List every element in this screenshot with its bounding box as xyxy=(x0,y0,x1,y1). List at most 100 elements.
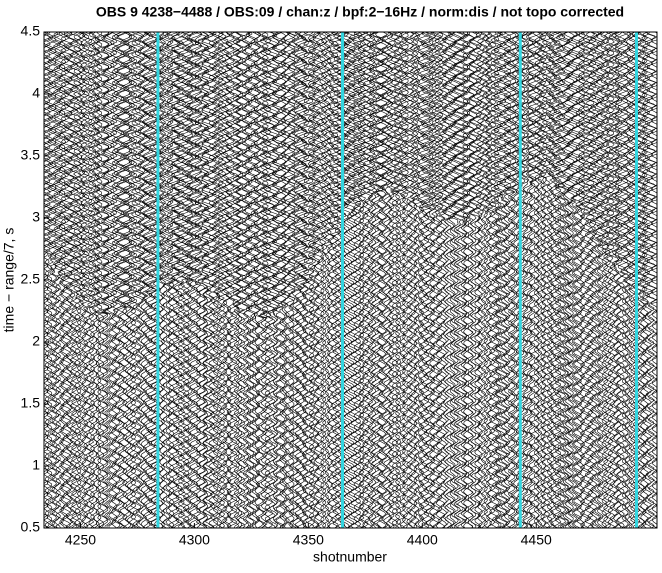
wiggle-trace xyxy=(325,32,335,528)
wiggle-trace xyxy=(449,32,461,528)
wiggle-trace xyxy=(508,32,520,528)
wiggle-trace xyxy=(312,32,325,528)
wiggle-trace xyxy=(88,32,100,528)
wiggle-trace xyxy=(605,32,618,528)
wiggle-trace xyxy=(272,32,284,528)
y-tick-label: 0.5 xyxy=(21,519,41,535)
y-axis-label: time − range/7, s xyxy=(1,228,17,333)
x-tick-label: 4250 xyxy=(65,532,96,548)
wiggle-trace xyxy=(625,32,634,528)
y-tick-label: 1 xyxy=(32,457,40,473)
wiggle-trace xyxy=(578,32,591,528)
wiggle-trace xyxy=(642,32,654,528)
wiggle-trace xyxy=(379,32,390,528)
wiggle-trace xyxy=(393,32,408,528)
wiggle-trace xyxy=(645,32,657,528)
wiggle-trace xyxy=(173,32,187,528)
wiggle-trace xyxy=(213,32,224,528)
wiggle-trace xyxy=(362,32,375,528)
wiggle-trace xyxy=(222,32,234,528)
wiggle-trace xyxy=(643,32,657,528)
wiggle-trace xyxy=(545,32,556,528)
wiggle-trace xyxy=(589,32,602,528)
wiggle-trace xyxy=(60,32,74,528)
wiggle-trace xyxy=(603,32,615,528)
wiggle-trace xyxy=(348,32,362,528)
wiggle-trace xyxy=(282,32,291,528)
wiggle-trace xyxy=(86,32,97,528)
wiggle-trace xyxy=(271,32,280,528)
wiggle-trace xyxy=(631,32,642,528)
wiggle-trace xyxy=(539,32,548,528)
wiggle-trace xyxy=(595,32,605,528)
wiggle-trace xyxy=(638,32,648,528)
wiggle-trace xyxy=(566,32,576,528)
wiggle-trace xyxy=(294,32,307,528)
wiggle-trace xyxy=(215,32,227,528)
wiggle-trace xyxy=(468,32,478,528)
wiggle-trace xyxy=(170,32,181,528)
wiggle-trace xyxy=(225,32,240,528)
wiggle-trace xyxy=(400,32,414,528)
wiggle-trace xyxy=(617,32,629,528)
wiggle-trace xyxy=(44,32,57,528)
x-axis-label: shotnumber xyxy=(313,549,387,565)
wiggle-traces xyxy=(44,32,657,528)
wiggle-trace xyxy=(190,32,203,528)
wiggle-trace xyxy=(235,32,248,528)
wiggle-trace xyxy=(453,32,466,528)
wiggle-trace xyxy=(106,32,118,528)
wiggle-trace xyxy=(623,32,632,528)
wiggle-trace xyxy=(596,32,609,528)
wiggle-trace xyxy=(287,32,300,528)
wiggle-trace xyxy=(158,32,167,528)
wiggle-trace xyxy=(100,32,110,528)
wiggle-trace xyxy=(282,32,296,528)
wiggle-trace xyxy=(203,32,217,528)
y-tick-label: 2.5 xyxy=(21,271,41,287)
wiggle-trace xyxy=(273,32,287,528)
wiggle-trace xyxy=(608,32,620,528)
wiggle-trace xyxy=(312,32,321,528)
wiggle-trace xyxy=(137,32,146,528)
wiggle-trace xyxy=(636,32,646,528)
wiggle-trace xyxy=(582,32,596,528)
wiggle-trace xyxy=(175,32,190,528)
wiggle-trace xyxy=(405,32,418,528)
wiggle-trace xyxy=(561,32,571,528)
wiggle-trace xyxy=(253,32,262,528)
wiggle-trace xyxy=(297,32,308,528)
wiggle-trace xyxy=(164,32,174,528)
x-tick-label: 4450 xyxy=(521,532,552,548)
x-tick-label: 4400 xyxy=(407,532,438,548)
y-tick-label: 2 xyxy=(32,333,40,349)
wiggle-trace xyxy=(96,32,110,528)
wiggle-trace xyxy=(241,32,251,528)
wiggle-trace xyxy=(417,32,430,528)
wiggle-trace xyxy=(435,32,448,528)
wiggle-trace xyxy=(352,32,367,528)
wiggle-trace xyxy=(77,32,88,528)
wiggle-trace xyxy=(247,32,259,528)
wiggle-trace xyxy=(81,32,93,528)
wiggle-trace xyxy=(73,32,83,528)
wiggle-trace xyxy=(527,32,537,528)
wiggle-trace xyxy=(171,32,185,528)
chart-title: OBS 9 4238−4488 / OBS:09 / chan:z / bpf:… xyxy=(96,4,624,20)
wiggle-trace xyxy=(479,32,490,528)
wiggle-trace xyxy=(369,32,382,528)
wiggle-trace xyxy=(393,32,403,528)
wiggle-trace xyxy=(452,32,463,528)
wiggle-trace xyxy=(580,32,594,528)
wiggle-trace xyxy=(600,32,610,528)
wiggle-trace xyxy=(315,32,327,528)
wiggle-trace xyxy=(357,32,371,528)
wiggle-trace xyxy=(472,32,483,528)
wiggle-trace xyxy=(484,32,494,528)
wiggle-trace xyxy=(178,32,192,528)
wiggle-trace xyxy=(389,32,402,528)
wiggle-trace xyxy=(620,32,631,528)
wiggle-trace xyxy=(601,32,613,528)
wiggle-trace xyxy=(130,32,144,528)
